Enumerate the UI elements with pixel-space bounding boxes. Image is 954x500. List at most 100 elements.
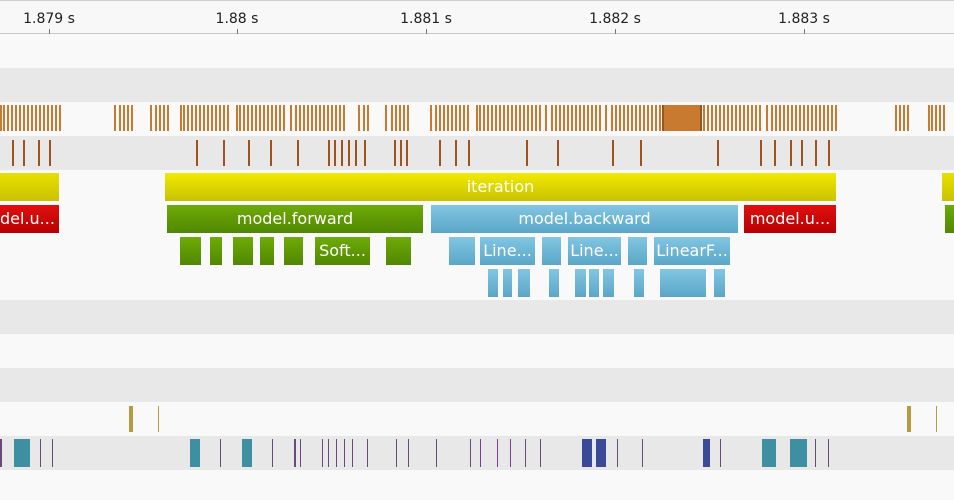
activity-tick[interactable] <box>807 105 809 131</box>
activity-tick[interactable] <box>290 105 292 131</box>
activity-tick[interactable] <box>623 105 625 131</box>
activity-tick[interactable] <box>775 105 777 131</box>
activity-tick[interactable] <box>150 105 152 131</box>
activity-tick[interactable] <box>455 105 457 131</box>
activity-tick[interactable] <box>227 105 229 131</box>
lane-cpu-events[interactable] <box>0 136 954 170</box>
activity-tick[interactable] <box>279 105 281 131</box>
activity-tick[interactable] <box>766 105 768 131</box>
activity-tick[interactable] <box>487 105 489 131</box>
activity-tick[interactable] <box>11 105 13 131</box>
slice-linear-f[interactable]: LinearF... <box>654 237 730 265</box>
event-tick[interactable] <box>341 140 343 166</box>
activity-tick[interactable] <box>163 105 165 131</box>
activity-tick[interactable] <box>51 105 53 131</box>
slice-backward-subop[interactable] <box>503 269 512 297</box>
activity-tick[interactable] <box>403 105 405 131</box>
activity-tick[interactable] <box>358 105 360 131</box>
activity-tick[interactable] <box>187 105 189 131</box>
slice-backward-op[interactable] <box>449 237 475 265</box>
event-tick[interactable] <box>400 140 402 166</box>
activity-tick[interactable] <box>803 105 805 131</box>
activity-tick[interactable] <box>707 105 709 131</box>
activity-tick[interactable] <box>635 105 637 131</box>
slice-backward-subop[interactable] <box>714 269 725 297</box>
activity-tick[interactable] <box>743 105 745 131</box>
activity-tick[interactable] <box>559 105 561 131</box>
activity-tick[interactable] <box>299 105 301 131</box>
gpu-kernel[interactable] <box>720 439 721 467</box>
gpu-kernel[interactable] <box>582 439 592 467</box>
slice-backward-subop[interactable] <box>603 269 614 297</box>
slice-softmax[interactable]: Soft... <box>315 237 370 265</box>
activity-tick[interactable] <box>935 105 937 131</box>
activity-tick[interactable] <box>155 105 157 131</box>
marker-tick[interactable] <box>158 406 159 432</box>
activity-tick[interactable] <box>823 105 825 131</box>
activity-tick[interactable] <box>243 105 245 131</box>
slice-model-update-right[interactable]: model.u... <box>744 205 836 233</box>
lane-gpu-kernels[interactable] <box>0 436 954 470</box>
activity-tick[interactable] <box>735 105 737 131</box>
lane-markers[interactable] <box>0 402 954 436</box>
slice-linear-1[interactable]: Line... <box>480 237 535 265</box>
activity-tick[interactable] <box>835 105 837 131</box>
slice-forward-right-edge[interactable] <box>945 205 954 233</box>
event-tick[interactable] <box>297 140 299 166</box>
activity-tick[interactable] <box>55 105 57 131</box>
event-tick[interactable] <box>23 140 25 166</box>
activity-tick[interactable] <box>43 105 45 131</box>
slice-backward-op[interactable] <box>542 237 561 265</box>
gpu-kernel[interactable] <box>762 439 776 467</box>
activity-tick[interactable] <box>319 105 321 131</box>
activity-tick[interactable] <box>203 105 205 131</box>
activity-tick[interactable] <box>563 105 565 131</box>
activity-tick[interactable] <box>219 105 221 131</box>
activity-tick[interactable] <box>343 105 345 131</box>
activity-tick[interactable] <box>295 105 297 131</box>
activity-tick[interactable] <box>783 105 785 131</box>
event-tick[interactable] <box>348 140 350 166</box>
activity-tick[interactable] <box>545 105 547 131</box>
event-tick[interactable] <box>223 140 225 166</box>
activity-tick[interactable] <box>811 105 813 131</box>
event-tick[interactable] <box>801 140 803 166</box>
activity-tick[interactable] <box>815 105 817 131</box>
activity-tick[interactable] <box>223 105 225 131</box>
activity-tick[interactable] <box>739 105 741 131</box>
activity-tick[interactable] <box>3 105 5 131</box>
activity-tick[interactable] <box>215 105 217 131</box>
gpu-kernel[interactable] <box>790 439 807 467</box>
slice-backward-subop[interactable] <box>660 269 706 297</box>
activity-tick[interactable] <box>943 105 945 131</box>
activity-tick[interactable] <box>759 105 761 131</box>
slice-model-backward[interactable]: model.backward <box>431 205 738 233</box>
gpu-kernel[interactable] <box>480 439 481 467</box>
trace-tracks[interactable]: iteration del.u... model.forward model.b… <box>0 34 954 500</box>
activity-tick[interactable] <box>407 105 409 131</box>
activity-tick[interactable] <box>567 105 569 131</box>
activity-tick[interactable] <box>605 105 607 131</box>
gpu-kernel[interactable] <box>328 439 329 467</box>
activity-tick[interactable] <box>583 105 585 131</box>
slice-backward-subop[interactable] <box>549 269 559 297</box>
activity-tick[interactable] <box>207 105 209 131</box>
gpu-kernel[interactable] <box>617 439 618 467</box>
activity-tick[interactable] <box>755 105 757 131</box>
activity-tick[interactable] <box>283 105 285 131</box>
activity-tick[interactable] <box>495 105 497 131</box>
activity-tick[interactable] <box>339 105 341 131</box>
activity-tick[interactable] <box>395 105 397 131</box>
activity-tick[interactable] <box>551 105 553 131</box>
activity-tick[interactable] <box>631 105 633 131</box>
activity-tick[interactable] <box>523 105 525 131</box>
gpu-kernel[interactable] <box>294 439 296 467</box>
slice-iteration-right[interactable] <box>942 173 954 201</box>
gpu-kernel[interactable] <box>336 439 337 467</box>
activity-tick[interactable] <box>27 105 29 131</box>
activity-tick[interactable] <box>271 105 273 131</box>
activity-tick[interactable] <box>31 105 33 131</box>
activity-tick[interactable] <box>643 105 645 131</box>
activity-tick[interactable] <box>555 105 557 131</box>
gpu-kernel[interactable] <box>408 439 409 467</box>
